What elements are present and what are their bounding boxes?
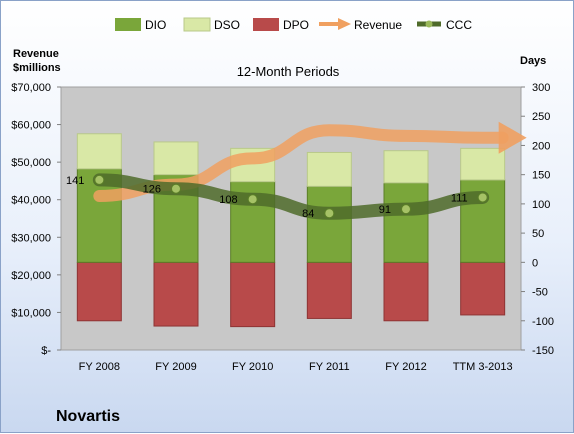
- right-axis-tick-label: 150: [532, 170, 550, 182]
- bar-dpo: [306, 261, 352, 319]
- plot-area: [60, 86, 522, 351]
- ccc-marker: [477, 192, 488, 203]
- revenue-arrowhead: [498, 121, 527, 154]
- company-name: Novartis: [56, 408, 120, 425]
- left-axis-tick-label: $30,000: [11, 232, 51, 244]
- legend-label-revenue: Revenue: [354, 18, 402, 32]
- x-axis-tick-label: FY 2010: [232, 361, 273, 373]
- left-axis-tick-label: $60,000: [11, 120, 51, 132]
- left-axis-tick-label: $50,000: [11, 157, 51, 169]
- ccc-marker: [401, 204, 411, 215]
- bar-dso: [306, 151, 352, 187]
- left-axis-title-line2: $millions: [13, 62, 61, 74]
- x-axis-tick-label: FY 2009: [155, 361, 196, 373]
- right-axis-tick-label: 0: [532, 257, 538, 269]
- right-axis-tick-label: 250: [532, 111, 550, 123]
- bar-dso: [460, 147, 506, 181]
- ccc-data-label: 108: [219, 194, 237, 206]
- right-axis-tick-label: 50: [532, 228, 544, 240]
- legend-swatch-dio: [115, 18, 141, 31]
- ccc-data-label: 141: [66, 175, 84, 187]
- x-axis-tick-label: FY 2011: [309, 361, 350, 373]
- bar-dso: [383, 150, 429, 184]
- right-axis-tick-label: 300: [532, 82, 550, 94]
- left-axis-tick-label: $20,000: [11, 270, 51, 282]
- ccc-marker: [324, 208, 335, 219]
- left-axis-tick-label: $70,000: [11, 82, 51, 94]
- ccc-data-label: 84: [302, 208, 314, 220]
- left-axis-title-line1: Revenue: [13, 48, 59, 60]
- legend-label-dso: DSO: [214, 18, 240, 32]
- chart-title: 12-Month Periods: [237, 64, 340, 79]
- right-axis-tick-label: -100: [532, 316, 554, 328]
- right-axis-tick-label: -150: [532, 345, 554, 357]
- left-axis-tick-label: $-: [41, 345, 51, 357]
- bar-dso: [76, 133, 122, 170]
- legend: DIO DSO DPO Revenue CCC: [115, 17, 472, 32]
- ccc-marker: [94, 174, 105, 185]
- legend-label-dio: DIO: [145, 18, 166, 32]
- left-axis-tick-label: $10,000: [11, 307, 51, 319]
- ccc-marker: [247, 194, 258, 205]
- ccc-line: [92, 173, 490, 220]
- x-axis-tick-label: TTM 3-2013: [453, 361, 513, 373]
- right-axis-title: Days: [520, 55, 546, 67]
- x-axis-tick-label: FY 2012: [385, 361, 426, 373]
- legend-swatch-dpo: [253, 18, 279, 31]
- bar-dpo: [230, 261, 276, 328]
- right-axis-tick-label: -50: [532, 287, 548, 299]
- right-axis-tick-label: 100: [532, 199, 550, 211]
- bar-dpo: [76, 261, 122, 322]
- ccc-marker: [171, 183, 181, 194]
- right-axis-tick-label: 200: [532, 140, 550, 152]
- bar-dpo: [153, 261, 199, 327]
- bar-dpo: [460, 261, 506, 316]
- ccc-data-label: 111: [451, 192, 468, 204]
- legend-label-dpo: DPO: [283, 18, 309, 32]
- left-axis-tick-label: $40,000: [11, 195, 51, 207]
- legend-marker-ccc: [425, 20, 433, 28]
- legend-swatch-dso: [183, 17, 211, 32]
- legend-label-ccc: CCC: [446, 18, 472, 32]
- ccc-data-label: 126: [143, 184, 161, 196]
- bar-dio: [306, 185, 352, 263]
- bar-dio: [383, 182, 429, 263]
- bar-dso: [153, 141, 199, 176]
- legend-arrowhead-revenue: [338, 18, 351, 30]
- x-axis-tick-label: FY 2008: [79, 361, 120, 373]
- bar-dpo: [383, 261, 429, 322]
- ccc-data-label: 91: [379, 204, 391, 216]
